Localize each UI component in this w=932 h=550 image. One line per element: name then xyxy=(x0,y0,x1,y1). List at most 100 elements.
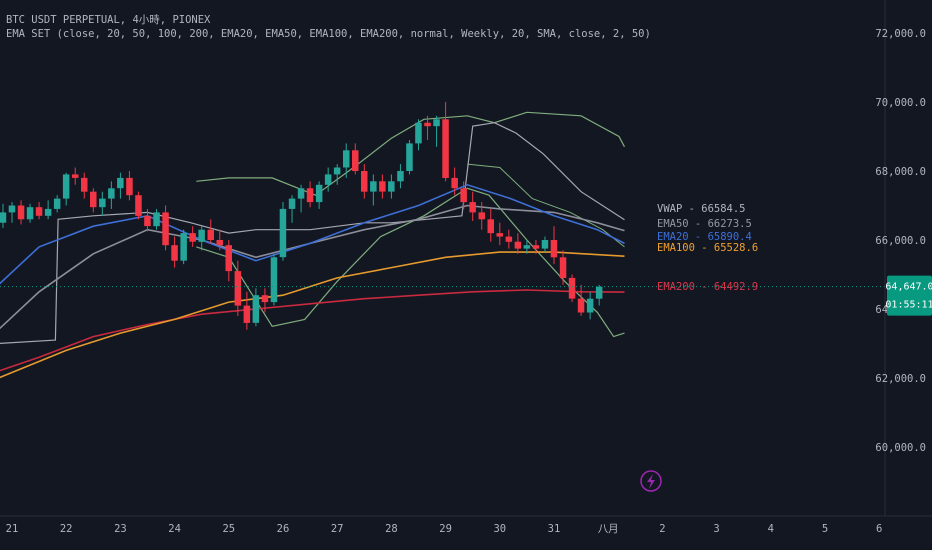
time-tick-label: 24 xyxy=(168,523,181,535)
candle-body xyxy=(595,286,603,299)
candle xyxy=(297,184,305,213)
time-tick-label: 23 xyxy=(114,523,127,535)
candle-body xyxy=(523,245,531,249)
price-tick-label: 60,000.0 xyxy=(875,442,926,454)
candle-body xyxy=(153,212,160,227)
candle-body xyxy=(324,174,332,185)
candle xyxy=(8,202,16,223)
candle xyxy=(343,143,350,178)
band-upper-line xyxy=(196,111,626,196)
candle-body xyxy=(370,181,377,192)
time-axis[interactable]: 21 22 23 24 25 26 27 28 29 30 31 八月 2 3 4 5 6 xyxy=(0,515,932,535)
ema20-line xyxy=(0,183,625,285)
candle xyxy=(361,164,368,199)
indicator-legend[interactable]: EMA SET (close, 20, 50, 100, 200, EMA20,… xyxy=(6,28,651,40)
symbol-name[interactable]: BTC USDT PERPETUAL xyxy=(6,14,120,26)
candle xyxy=(279,202,287,261)
candle xyxy=(198,226,205,251)
candle xyxy=(333,164,341,185)
candle-body xyxy=(352,150,359,171)
candle-body xyxy=(216,240,223,246)
time-tick-label: 25 xyxy=(222,523,235,535)
time-tick-label: 27 xyxy=(331,523,344,535)
price-tick-label: 62,000.0 xyxy=(875,373,926,385)
time-tick-label: 29 xyxy=(439,523,452,535)
candle-body xyxy=(53,198,61,209)
candle xyxy=(568,274,576,303)
candle-body xyxy=(234,271,242,306)
candle xyxy=(261,288,269,313)
candle xyxy=(0,203,7,228)
candle xyxy=(72,167,79,185)
candle-body xyxy=(108,188,115,199)
candle-body xyxy=(424,122,431,127)
candle-body xyxy=(451,177,458,189)
candle-body xyxy=(270,257,278,303)
candle xyxy=(379,174,386,199)
candle-body xyxy=(514,241,522,249)
candle-body xyxy=(586,298,594,313)
candle-body xyxy=(306,188,314,203)
candle-body xyxy=(0,212,7,223)
time-tick-label: 31 xyxy=(548,523,561,535)
price-axis[interactable]: 72,000.070,000.068,000.066,000.064,000.0… xyxy=(875,0,926,516)
candle-body xyxy=(35,207,43,216)
candle-body xyxy=(44,208,52,216)
candle-body xyxy=(279,208,287,258)
bar-countdown: 01:55:11 xyxy=(885,300,932,311)
candle-body xyxy=(532,245,540,249)
candle xyxy=(460,181,467,209)
time-tick-label: 30 xyxy=(493,523,506,535)
price-tick-label: 66,000.0 xyxy=(875,235,926,247)
candle xyxy=(44,200,52,220)
candle xyxy=(26,203,34,223)
candle xyxy=(478,202,485,230)
candle-body xyxy=(117,177,124,189)
candle xyxy=(171,236,178,268)
current-price-value: 64,647.0 xyxy=(885,282,932,293)
time-tick-label: 26 xyxy=(277,523,290,535)
candle-body xyxy=(17,205,25,220)
timeframe[interactable]: 4小時 xyxy=(132,14,160,26)
candle-body xyxy=(478,212,485,220)
candle-body xyxy=(72,174,79,178)
candle xyxy=(469,191,476,222)
candle-body xyxy=(8,205,16,213)
candle-body xyxy=(541,240,549,249)
candle xyxy=(243,291,251,330)
candle-body xyxy=(379,181,386,192)
candle-body xyxy=(26,207,34,220)
candle xyxy=(324,167,332,192)
candle xyxy=(496,222,503,246)
series-label: EMA200 - 64492.9 xyxy=(657,281,758,293)
time-tick-label: 28 xyxy=(385,523,398,535)
candle-body xyxy=(487,219,494,234)
time-tick-label: 5 xyxy=(822,523,828,535)
candle-body xyxy=(81,177,88,192)
candle xyxy=(315,181,323,209)
candle-body xyxy=(469,202,476,213)
candle xyxy=(451,167,458,196)
candle xyxy=(406,139,413,175)
candle-body xyxy=(126,177,133,196)
time-tick-label: 6 xyxy=(876,523,882,535)
candle xyxy=(162,205,169,251)
candle xyxy=(252,288,260,327)
candle-body xyxy=(144,215,151,227)
candle-body xyxy=(297,188,305,199)
candle-body xyxy=(135,195,142,216)
candle xyxy=(81,172,88,199)
chart-title: BTC USDT PERPETUAL, 4小時, PIONEX xyxy=(6,14,211,26)
events-lightning-icon[interactable] xyxy=(640,470,662,492)
candle xyxy=(288,195,296,223)
candle xyxy=(577,284,585,316)
candle xyxy=(189,226,196,247)
candle-body xyxy=(252,295,260,323)
vwap-line xyxy=(0,122,625,345)
candle-body xyxy=(577,298,585,313)
candle-body xyxy=(180,233,187,261)
candle-body xyxy=(406,143,413,171)
candle xyxy=(595,284,603,306)
candle-body xyxy=(397,171,404,182)
